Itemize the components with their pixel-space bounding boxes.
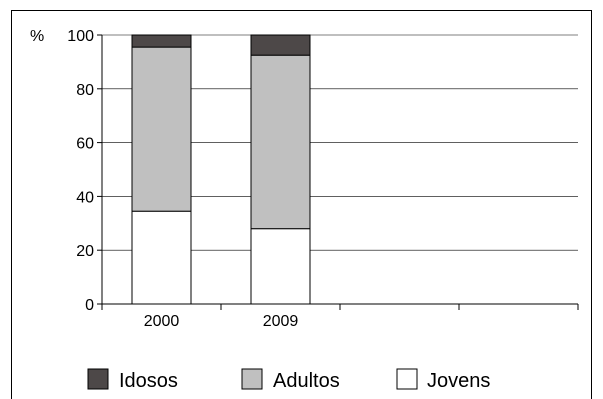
bar-segment-idosos-2009 [250,34,311,56]
x-tick-label: 2000 [144,313,180,330]
legend-swatch-jovens [396,368,418,390]
legend-swatch-idosos [87,368,109,390]
chart-frame [11,10,592,399]
y-tick-label: 60 [76,136,94,153]
legend-swatch-adultos [241,368,263,390]
bar-segment-adultos-2009 [250,54,311,230]
y-tick-label: 100 [67,28,94,45]
y-tick-label: 20 [76,243,94,260]
bar-segment-idosos-2000 [131,34,192,48]
y-tick-label: 0 [85,297,94,314]
y-axis-unit-label: % [30,28,44,45]
y-tick-label: 40 [76,189,94,206]
y-tick-label: 80 [76,82,94,99]
legend-label-idosos: Idosos [119,370,178,392]
x-tick-label: 2009 [263,313,299,330]
bar-segment-adultos-2000 [131,46,192,212]
bar-segment-jovens-2009 [250,228,311,305]
legend-label-jovens: Jovens [427,370,490,392]
legend-label-adultos: Adultos [273,370,340,392]
bar-segment-jovens-2000 [131,210,192,305]
